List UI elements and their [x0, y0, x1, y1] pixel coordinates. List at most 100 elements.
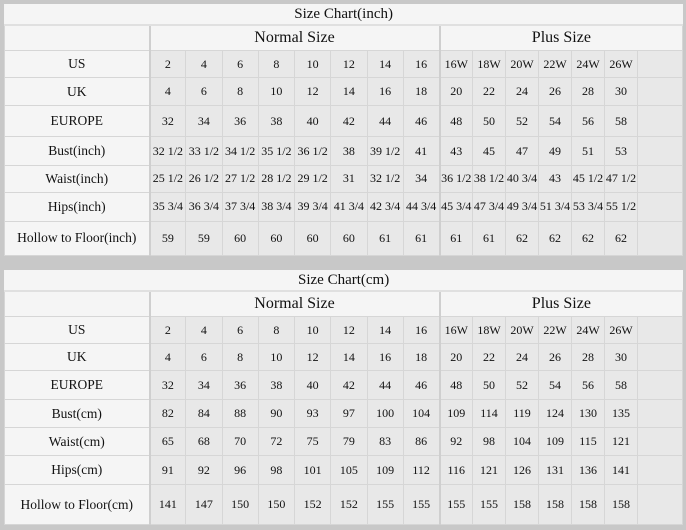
- size-cell: 4: [148, 343, 187, 371]
- size-cell: 18W: [472, 316, 506, 344]
- size-cell: 90: [257, 399, 296, 428]
- size-table: Size Chart(cm) Normal Size Plus Size US 2 4 6 8…: [4, 270, 684, 525]
- size-cell: 62: [604, 220, 638, 257]
- size-cell: 36 1/2: [438, 164, 473, 193]
- size-cell: 101: [293, 455, 332, 485]
- size-cell: 52: [505, 370, 539, 400]
- size-cell: 82: [148, 399, 187, 428]
- size-cell: 36: [221, 105, 259, 138]
- size-cell: 10: [257, 343, 296, 371]
- size-cell: 61: [402, 220, 441, 257]
- table-row: Waist(cm) 65 68 70 72 75 79 83 86 92 98 104 109 115 12…: [4, 427, 684, 456]
- size-cell: 86: [402, 427, 441, 456]
- size-cell: 12: [293, 77, 332, 107]
- size-cell: 30: [604, 343, 638, 371]
- size-cell: 104: [505, 427, 539, 456]
- size-cell: 60: [293, 220, 332, 257]
- size-cell: 68: [185, 427, 223, 456]
- size-cell: 62: [571, 220, 605, 257]
- size-cell: 6: [185, 77, 223, 107]
- size-cell: 36: [221, 370, 259, 400]
- row-label: EUROPE: [4, 370, 151, 400]
- size-cell: 104: [402, 399, 441, 428]
- size-cell: 26 1/2: [185, 164, 223, 193]
- size-cell: 41: [402, 136, 441, 166]
- size-cell: 48: [438, 370, 473, 400]
- size-cell: 6: [221, 50, 259, 79]
- row-label: Bust(cm): [4, 399, 151, 428]
- size-cell: 8: [221, 77, 259, 107]
- size-cell: 116: [438, 455, 473, 485]
- size-cell: 16W: [438, 316, 473, 344]
- size-cell: 24W: [571, 316, 605, 344]
- size-cell: 141: [604, 455, 638, 485]
- size-cell: 12: [293, 343, 332, 371]
- size-cell: 119: [505, 399, 539, 428]
- size-cell: 32: [148, 370, 187, 400]
- row-label: Hips(inch): [4, 191, 151, 222]
- size-cell: 41 3/4: [330, 191, 368, 222]
- size-cell: 96: [221, 455, 259, 485]
- table-row: Hips(cm) 91 92 96 98 101 105 109 112 116 121 126 131…: [4, 455, 684, 485]
- size-cell: 65: [148, 427, 187, 456]
- size-cell: 38 1/2: [472, 164, 506, 193]
- size-cell: 22: [472, 343, 506, 371]
- group-header-plus: Plus Size: [438, 24, 684, 52]
- size-cell: 50: [472, 105, 506, 138]
- size-cell: 51 3/4: [538, 191, 572, 222]
- size-cell: 42 3/4: [366, 191, 404, 222]
- size-cell: 43: [438, 136, 473, 166]
- size-cell: 97: [330, 399, 368, 428]
- size-cell: 47: [505, 136, 539, 166]
- size-cell: 6: [221, 316, 259, 344]
- size-cell: 53: [604, 136, 638, 166]
- row-label: Hips(cm): [4, 455, 151, 485]
- size-cell: 130: [571, 399, 605, 428]
- size-cell: 22W: [538, 50, 572, 79]
- size-cell: 22: [472, 77, 506, 107]
- size-cell: 61: [472, 220, 506, 257]
- size-cell: 48: [438, 105, 473, 138]
- size-cell: 60: [257, 220, 296, 257]
- row-label: UK: [4, 343, 151, 371]
- size-cell: 28 1/2: [257, 164, 296, 193]
- size-cell: 158: [604, 484, 638, 525]
- size-cell: 141: [148, 484, 187, 525]
- size-cell: 42: [330, 105, 368, 138]
- empty-cell: [637, 105, 684, 138]
- size-cell: 26: [538, 77, 572, 107]
- size-cell: 38: [330, 136, 368, 166]
- size-cell: 16: [366, 77, 404, 107]
- size-cell: 124: [538, 399, 572, 428]
- empty-cell: [637, 50, 684, 79]
- size-cell: 56: [571, 370, 605, 400]
- size-cell: 158: [571, 484, 605, 525]
- size-cell: 155: [438, 484, 473, 525]
- size-cell: 36 3/4: [185, 191, 223, 222]
- size-cell: 33 1/2: [185, 136, 223, 166]
- table-row: US 2 4 6 8 10 12 14 16 16W 18W 20W 22W 24W 26W: [4, 316, 684, 344]
- size-cell: 93: [293, 399, 332, 428]
- size-cell: 18: [402, 343, 441, 371]
- size-cell: 20: [438, 77, 473, 107]
- size-cell: 70: [221, 427, 259, 456]
- empty-cell: [637, 316, 684, 344]
- size-cell: 47 1/2: [604, 164, 638, 193]
- size-cell: 72: [257, 427, 296, 456]
- size-cell: 60: [221, 220, 259, 257]
- size-cell: 24: [505, 77, 539, 107]
- size-cell: 115: [571, 427, 605, 456]
- size-cell: 14: [330, 343, 368, 371]
- size-cell: 46: [402, 370, 441, 400]
- size-cell: 34 1/2: [221, 136, 259, 166]
- size-cell: 39 3/4: [293, 191, 332, 222]
- size-cell: 4: [185, 50, 223, 79]
- size-chart-cm: Size Chart(cm) Normal Size Plus Size US 2 4 6 8…: [4, 270, 684, 525]
- table-row: Hollow to Floor(inch) 59 59 60 60 60 60 61 61 61 6…: [4, 220, 684, 257]
- size-cell: 155: [402, 484, 441, 525]
- size-cell: 24: [505, 343, 539, 371]
- row-label: Waist(inch): [4, 164, 151, 193]
- size-cell: 6: [185, 343, 223, 371]
- size-cell: 75: [293, 427, 332, 456]
- group-header-plus: Plus Size: [438, 290, 684, 317]
